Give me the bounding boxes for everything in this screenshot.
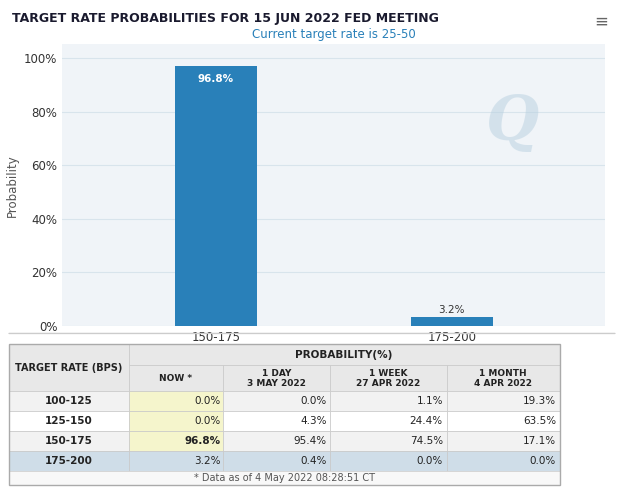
Text: 19.3%: 19.3% bbox=[523, 396, 556, 406]
Bar bbox=[129, 344, 560, 366]
X-axis label: Target Rate (in bps): Target Rate (in bps) bbox=[276, 349, 392, 363]
Text: 0.0%: 0.0% bbox=[194, 396, 220, 406]
Bar bbox=[129, 431, 223, 452]
Bar bbox=[447, 391, 560, 411]
Text: 74.5%: 74.5% bbox=[410, 436, 443, 446]
Text: 150-175: 150-175 bbox=[45, 436, 93, 446]
Text: 0.0%: 0.0% bbox=[194, 416, 220, 426]
Text: 3.2%: 3.2% bbox=[194, 456, 220, 466]
Text: 1 DAY
3 MAY 2022: 1 DAY 3 MAY 2022 bbox=[247, 369, 306, 388]
Bar bbox=[330, 411, 447, 431]
Bar bbox=[129, 366, 223, 391]
Bar bbox=[9, 452, 129, 471]
Bar bbox=[330, 452, 447, 471]
Text: PROBABILITY(%): PROBABILITY(%) bbox=[295, 350, 392, 360]
Bar bbox=[330, 391, 447, 411]
Text: 17.1%: 17.1% bbox=[523, 436, 556, 446]
Bar bbox=[9, 411, 129, 431]
Bar bbox=[330, 366, 447, 391]
Text: 0.0%: 0.0% bbox=[417, 456, 443, 466]
Bar bbox=[9, 431, 129, 452]
Bar bbox=[411, 318, 493, 326]
Text: 1.1%: 1.1% bbox=[416, 396, 443, 406]
Text: 4.3%: 4.3% bbox=[300, 416, 327, 426]
Bar bbox=[9, 391, 129, 411]
Bar bbox=[447, 452, 560, 471]
Text: Q: Q bbox=[486, 93, 540, 153]
Text: 100-125: 100-125 bbox=[45, 396, 93, 406]
Bar bbox=[223, 431, 330, 452]
Bar bbox=[175, 67, 257, 326]
Text: 63.5%: 63.5% bbox=[523, 416, 556, 426]
Text: * Data as of 4 May 2022 08:28:51 CT: * Data as of 4 May 2022 08:28:51 CT bbox=[194, 473, 375, 483]
Text: 0.0%: 0.0% bbox=[530, 456, 556, 466]
Text: 24.4%: 24.4% bbox=[410, 416, 443, 426]
Text: 125-150: 125-150 bbox=[45, 416, 93, 426]
Text: 0.4%: 0.4% bbox=[300, 456, 327, 466]
Bar bbox=[129, 411, 223, 431]
Bar bbox=[223, 366, 330, 391]
Bar bbox=[9, 344, 129, 391]
Bar bbox=[223, 411, 330, 431]
Text: TARGET RATE (BPS): TARGET RATE (BPS) bbox=[15, 363, 122, 372]
Bar bbox=[223, 452, 330, 471]
Bar bbox=[129, 391, 223, 411]
Bar bbox=[9, 471, 560, 485]
Title: Current target rate is 25-50: Current target rate is 25-50 bbox=[252, 28, 416, 41]
Text: 96.8%: 96.8% bbox=[184, 436, 220, 446]
Y-axis label: Probability: Probability bbox=[6, 154, 19, 217]
Text: 1 MONTH
4 APR 2022: 1 MONTH 4 APR 2022 bbox=[474, 369, 532, 388]
Bar bbox=[223, 391, 330, 411]
Text: NOW *: NOW * bbox=[159, 374, 192, 383]
Text: 175-200: 175-200 bbox=[45, 456, 93, 466]
Bar bbox=[447, 431, 560, 452]
Text: 0.0%: 0.0% bbox=[300, 396, 327, 406]
Text: TARGET RATE PROBABILITIES FOR 15 JUN 2022 FED MEETING: TARGET RATE PROBABILITIES FOR 15 JUN 202… bbox=[12, 12, 439, 25]
Text: 3.2%: 3.2% bbox=[439, 305, 465, 315]
Bar bbox=[447, 366, 560, 391]
Text: 1 WEEK
27 APR 2022: 1 WEEK 27 APR 2022 bbox=[356, 369, 421, 388]
Bar bbox=[330, 431, 447, 452]
Bar bbox=[447, 411, 560, 431]
Bar bbox=[129, 452, 223, 471]
Text: ≡: ≡ bbox=[595, 12, 608, 30]
Text: 95.4%: 95.4% bbox=[293, 436, 327, 446]
Text: 96.8%: 96.8% bbox=[198, 75, 234, 84]
